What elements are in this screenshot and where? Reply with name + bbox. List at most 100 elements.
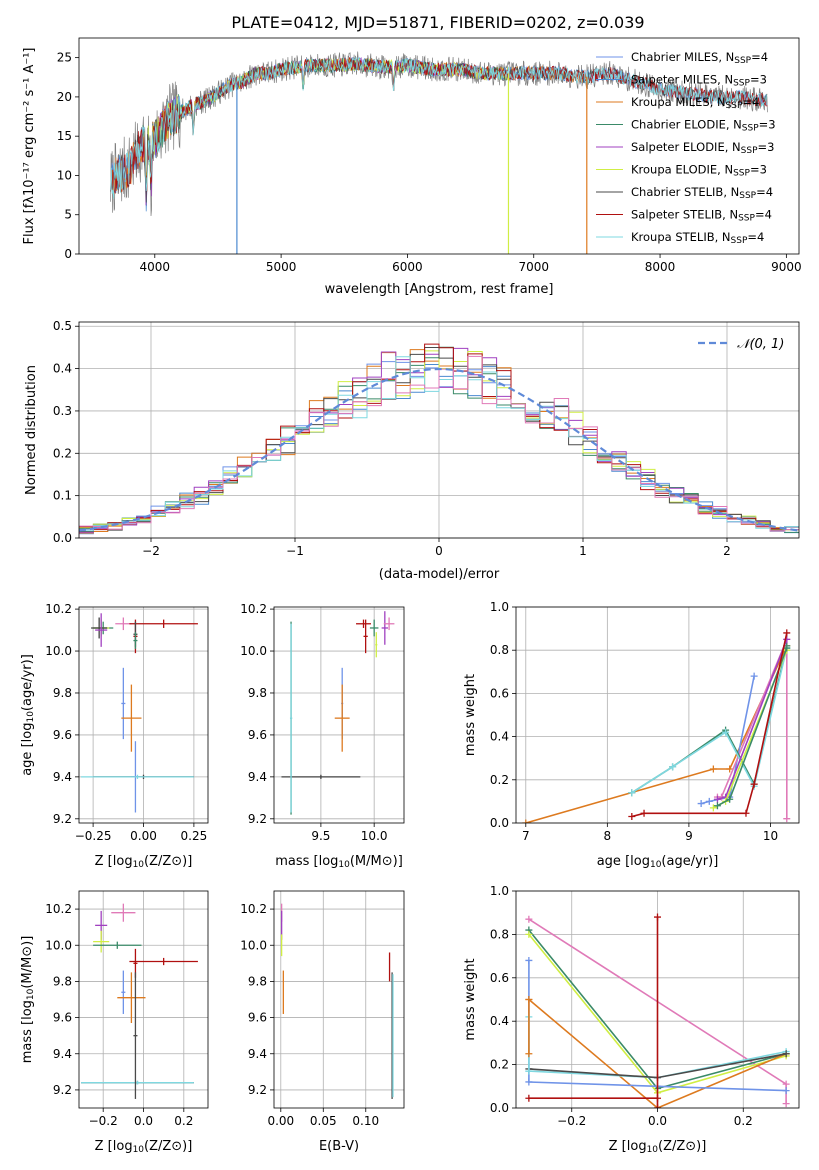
y-tick-label: 0.1 — [53, 489, 72, 503]
x-tick-label: 5000 — [266, 260, 297, 274]
y-tick-label: 15 — [57, 129, 72, 143]
ticks: 7 8 9 10 0.0 0.2 0.4 0.6 0.8 1.0 — [490, 600, 778, 843]
plus-marker — [742, 809, 750, 817]
plus-marker — [782, 1100, 790, 1108]
y-tick-label: 1.0 — [490, 884, 509, 898]
x-axis-label: mass [log10(M/M⊙)] — [275, 854, 403, 870]
legend-label: Chabrier ELODIE, NSSP=3 — [631, 118, 776, 134]
plus-marker — [628, 789, 636, 797]
plus-marker — [782, 1080, 790, 1088]
x-tick-label: 0.2 — [174, 1114, 193, 1128]
x-tick-label: 9.5 — [311, 829, 330, 843]
mass-vs-extinction-panel: 0.00 0.05 0.10 9.2 9.4 9.6 9.8 10.0 10.2 E(B-V) — [240, 890, 405, 1154]
axes-frame — [273, 890, 405, 1109]
plus-marker — [525, 1094, 533, 1102]
plus-marker — [525, 956, 533, 964]
y-tick-label: 9.6 — [53, 1011, 72, 1025]
mass-weight-line — [700, 675, 755, 805]
y-tick-label: 0.0 — [490, 1101, 509, 1115]
grid — [274, 891, 404, 1108]
plus-marker — [522, 819, 530, 823]
axes-frame — [515, 606, 800, 824]
y-tick-label: 0.0 — [490, 816, 509, 830]
y-tick-label: 10.2 — [240, 602, 267, 616]
model-spectrum-line — [141, 57, 509, 183]
y-tick-label: 0.3 — [53, 404, 72, 418]
x-tick-label: 1 — [579, 544, 587, 558]
axes-frame — [78, 890, 209, 1109]
y-tick-label: 0.6 — [490, 971, 509, 985]
y-tick-label: 9.2 — [248, 812, 267, 826]
plus-marker — [709, 804, 717, 812]
model-spectrum-line — [141, 56, 509, 206]
y-tick-label: 9.6 — [53, 728, 72, 742]
ticks: 9.5 10.0 9.2 9.4 9.6 9.8 10.0 10.2 — [240, 602, 387, 843]
plus-marker — [525, 930, 533, 938]
y-axis-label: mass weight — [463, 674, 478, 756]
x-tick-label: 0.05 — [310, 1114, 337, 1128]
x-tick-label: 0.25 — [181, 829, 208, 843]
legend-label: Salpeter STELIB, NSSP=4 — [631, 208, 772, 224]
legend-label: Salpeter ELODIE, NSSP=3 — [631, 140, 774, 156]
plot-area — [522, 629, 791, 823]
plus-marker — [782, 1087, 790, 1095]
y-tick-label: 9.2 — [53, 812, 72, 826]
ticks: 4000 5000 6000 7000 8000 9000 0 5 10 15 20 25 — [57, 51, 802, 274]
plus-marker — [525, 996, 533, 1003]
y-tick-label: 9.4 — [248, 770, 267, 784]
y-tick-label: 0.0 — [53, 531, 72, 545]
y-tick-label: 9.2 — [53, 1083, 72, 1097]
age-vs-metallicity-panel: −0.25 0.00 0.25 9.2 9.4 9.6 9.8 10.0 10.2 Z [log1… — [20, 602, 209, 870]
x-tick-label: −0.2 — [89, 1114, 118, 1128]
grid — [79, 607, 208, 823]
y-tick-label: 9.6 — [248, 1011, 267, 1025]
x-tick-label: 4000 — [140, 260, 171, 274]
y-tick-label: 0.6 — [490, 686, 509, 700]
plot-area — [281, 611, 395, 815]
plus-marker — [654, 913, 661, 921]
plus-marker — [783, 644, 791, 652]
y-tick-label: 20 — [57, 90, 72, 104]
y-tick-label: 9.4 — [53, 1047, 72, 1061]
y-tick-label: 5 — [64, 208, 72, 222]
plus-marker — [750, 672, 758, 680]
y-tick-label: 10.0 — [45, 644, 72, 658]
y-tick-label: 9.8 — [53, 974, 72, 988]
x-axis-label: Z [log10(Z/Z⊙)] — [95, 1139, 193, 1155]
x-axis-label: Z [log10(Z/Z⊙)] — [609, 1139, 707, 1155]
plus-marker — [640, 809, 648, 817]
y-tick-label: 9.8 — [248, 686, 267, 700]
gaussian-reference-curve — [79, 367, 799, 532]
y-axis-label: mass weight — [463, 958, 478, 1040]
mass-vs-metallicity-panel: −0.2 0.0 0.2 9.2 9.4 9.6 9.8 10.0 10.2 Z [log10(Z… — [20, 890, 209, 1155]
ticks: −0.2 0.0 0.2 0.0 0.2 0.4 0.6 0.8 1.0 — [490, 884, 753, 1128]
plus-marker — [669, 763, 677, 771]
legend-label: Chabrier STELIB, NSSP=4 — [631, 185, 773, 201]
spectrum-legend: Chabrier MILES, NSSP=4 Salpeter MILES, NS… — [596, 50, 776, 246]
plus-marker — [783, 629, 791, 637]
x-tick-label: 10.0 — [361, 829, 388, 843]
weight-vs-age-panel: 7 8 9 10 0.0 0.2 0.4 0.6 0.8 1.0 age [log10(age/yr… — [463, 600, 800, 870]
mass-weight-line — [631, 632, 788, 818]
plot-area — [525, 913, 790, 1108]
ticks: 0.00 0.05 0.10 9.2 9.4 9.6 9.8 10.0 10.2 — [240, 902, 379, 1128]
x-tick-label: 8000 — [645, 260, 676, 274]
axes-frame — [78, 37, 800, 255]
y-axis-label: Flux [fλ10⁻¹⁷ erg cm⁻² s⁻¹ A⁻¹] — [22, 48, 37, 245]
legend-label: Kroupa STELIB, NSSP=4 — [631, 230, 764, 246]
axes-frame — [78, 606, 209, 824]
y-axis-label: age [log10(age/yr)] — [20, 654, 36, 776]
x-tick-label: 9 — [685, 829, 693, 843]
x-axis-label: Z [log10(Z/Z⊙)] — [95, 854, 193, 870]
plus-marker — [697, 800, 705, 808]
x-tick-label: 10 — [763, 829, 778, 843]
age-vs-mass-panel: 9.5 10.0 9.2 9.4 9.6 9.8 10.0 10.2 mass [log10(M… — [240, 602, 405, 870]
plus-marker — [709, 765, 717, 773]
x-tick-label: 2 — [723, 544, 731, 558]
plot-area — [280, 903, 394, 1099]
y-tick-label: 0.2 — [490, 1058, 509, 1072]
x-tick-label: 0.00 — [267, 1114, 294, 1128]
y-axis-label: mass [log10(M/M⊙)] — [20, 936, 36, 1064]
y-tick-label: 0.4 — [490, 730, 509, 744]
x-tick-label: −2 — [142, 544, 160, 558]
